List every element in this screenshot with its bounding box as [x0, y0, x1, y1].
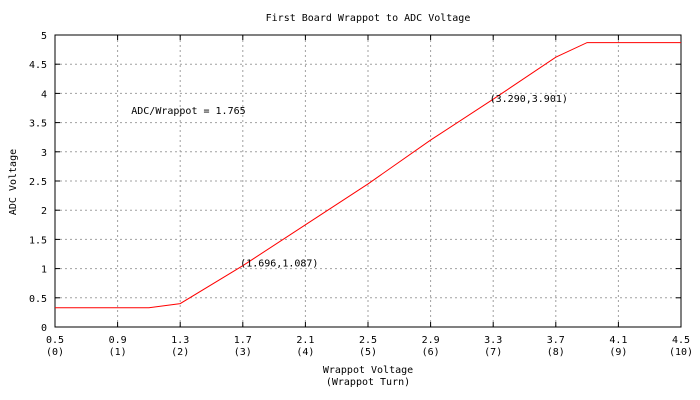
- x-tick-sublabel: (1): [109, 347, 127, 358]
- x-tick-label: 2.5: [359, 335, 377, 346]
- y-tick-label: 0: [41, 323, 47, 334]
- x-tick-label: 2.9: [422, 335, 440, 346]
- x-tick-sublabel: (7): [484, 347, 502, 358]
- y-tick-label: 0.5: [29, 294, 47, 305]
- x-tick-label: 0.5: [46, 335, 64, 346]
- y-tick-label: 1: [41, 265, 47, 276]
- x-tick-sublabel: (5): [359, 347, 377, 358]
- annotation-layer: ADC/Wrappot = 1.765 (1.696,1.087) (3.290,3…: [131, 94, 568, 269]
- x-axis-label: Wrappot Voltage: [323, 365, 413, 376]
- y-tick-label: 4.5: [29, 60, 47, 71]
- y-axis-label: ADC Voltage: [8, 149, 19, 215]
- x-tick-sublabel: (10): [669, 347, 693, 358]
- y-tick-label: 2: [41, 206, 47, 217]
- x-tick-label: 4.5: [672, 335, 690, 346]
- series-line: [55, 42, 681, 309]
- x-tick-sublabel: (4): [296, 347, 314, 358]
- x-tick-sublabel: (8): [547, 347, 565, 358]
- x-tick-label: 0.9: [109, 335, 127, 346]
- x-tick-label: 3.7: [547, 335, 565, 346]
- x-tick-label: 3.3: [484, 335, 502, 346]
- y-tick-label: 5: [41, 31, 47, 42]
- annotation-label: (3.290,3.901): [490, 94, 568, 105]
- x-tick-sublabel: (6): [422, 347, 440, 358]
- x-tick-label: 2.1: [296, 335, 314, 346]
- y-tick-label: 3.5: [29, 119, 47, 130]
- y-tick-label: 1.5: [29, 235, 47, 246]
- grid-layer: [55, 35, 681, 327]
- x-tick-label: 1.3: [171, 335, 189, 346]
- x-tick-label: 1.7: [234, 335, 252, 346]
- y-tick-label: 4: [41, 89, 47, 100]
- x-tick-label: 4.1: [609, 335, 627, 346]
- x-tick-sublabel: (9): [609, 347, 627, 358]
- chart-title: First Board Wrappot to ADC Voltage: [266, 13, 471, 24]
- series-layer: [55, 42, 681, 309]
- annotation-label: ADC/Wrappot = 1.765: [131, 106, 245, 117]
- x-tick-sublabel: (3): [234, 347, 252, 358]
- tick-layer: 0.5(0)0.9(1)1.3(2)1.7(3)2.1(4)2.5(5)2.9(…: [29, 31, 693, 358]
- y-tick-label: 3: [41, 148, 47, 159]
- x-axis-sublabel: (Wrappot Turn): [326, 377, 410, 388]
- x-tick-sublabel: (2): [171, 347, 189, 358]
- y-tick-label: 2.5: [29, 177, 47, 188]
- x-tick-sublabel: (0): [46, 347, 64, 358]
- annotation-label: (1.696,1.087): [240, 259, 318, 270]
